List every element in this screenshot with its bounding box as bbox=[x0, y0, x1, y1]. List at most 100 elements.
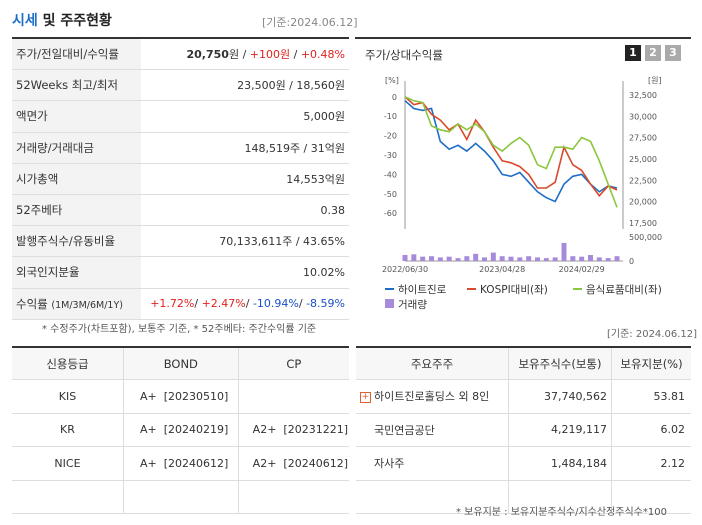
series-line bbox=[404, 100, 618, 203]
volume-bar bbox=[579, 256, 585, 261]
table-row bbox=[356, 480, 691, 514]
table-row: 국민연금공단 4,219,117 6.02 bbox=[356, 413, 691, 447]
row-label: 외국인지분율 bbox=[12, 256, 141, 289]
left-tick-label: -10 bbox=[384, 112, 397, 121]
col-header: BOND bbox=[122, 347, 239, 380]
col-header: CP bbox=[237, 347, 349, 380]
legend-label: KOSPI대비(좌) bbox=[480, 284, 548, 296]
table-row: 52Weeks 최고/최저 23,500원 / 18,560원 bbox=[12, 69, 349, 102]
row-value: 10.02% bbox=[141, 256, 349, 289]
volume-bar bbox=[543, 258, 549, 261]
left-tick-label: -20 bbox=[384, 132, 397, 141]
volume-bar bbox=[517, 257, 523, 261]
row-label: 52Weeks 최고/최저 bbox=[12, 69, 141, 102]
col-header: 보유지분(%) bbox=[611, 347, 691, 380]
x-tick-label: 2024/02/29 bbox=[559, 265, 605, 274]
pct-cell: 2.12 bbox=[611, 446, 691, 481]
agency-cell: NICE bbox=[12, 446, 124, 481]
shareholder-name: 국민연금공단 bbox=[356, 413, 509, 447]
chart-tab-2[interactable]: 2 bbox=[645, 45, 661, 61]
agency-cell bbox=[12, 480, 124, 514]
col-header: 보유주식수(보통) bbox=[508, 347, 612, 380]
quote-date: [기준:2024.06.12] bbox=[262, 16, 358, 29]
volume-bar bbox=[552, 257, 558, 261]
row-label: 주가/전일대비/수익률 bbox=[12, 38, 141, 71]
table-row: + 하이트진로홀딩스 외 8인 37,740,562 53.81 bbox=[356, 379, 691, 414]
legend-label: 거래량 bbox=[398, 299, 427, 311]
volume-bar bbox=[429, 256, 434, 261]
table-row: 주가/전일대비/수익률 20,750원 / +100원 / +0.48% bbox=[12, 38, 349, 71]
left-tick-label: 0 bbox=[392, 93, 397, 102]
volume-bar bbox=[411, 254, 417, 261]
shares-cell: 1,484,184 bbox=[508, 446, 612, 481]
volume-bar bbox=[605, 258, 611, 261]
shares-cell: 37,740,562 bbox=[508, 379, 612, 414]
row-value: 14,553억원 bbox=[141, 163, 349, 195]
cp-cell bbox=[237, 379, 349, 414]
pct-cell: 6.02 bbox=[611, 413, 691, 447]
volume-bar bbox=[446, 256, 452, 261]
right-tick-label: 32,500 bbox=[629, 91, 657, 100]
table-row: 발행주식수/유동비율 70,133,611주 / 43.65% bbox=[12, 225, 349, 258]
col-header: 신용등급 bbox=[12, 347, 124, 380]
chart-tab-3[interactable]: 3 bbox=[665, 45, 681, 61]
quote-table: 주가/전일대비/수익률 20,750원 / +100원 / +0.48% 52W… bbox=[12, 37, 349, 320]
left-unit-label: [%] bbox=[385, 76, 399, 85]
volume-bar bbox=[508, 256, 514, 261]
row-label: 시가총액 bbox=[12, 163, 141, 195]
volume-bar bbox=[482, 257, 487, 261]
row-value: 148,519주 / 31억원 bbox=[141, 132, 349, 164]
returns-value: +1.72%/ +2.47%/ -10.94%/ -8.59% bbox=[141, 288, 349, 320]
volume-bar bbox=[437, 257, 443, 261]
series-line bbox=[404, 96, 618, 208]
row-value: 70,133,611주 / 43.65% bbox=[141, 225, 349, 258]
table-row: 수익률 (1M/3M/6M/1Y) +1.72%/ +2.47%/ -10.94… bbox=[12, 288, 349, 320]
volume-bar bbox=[614, 256, 620, 261]
plus-icon[interactable]: + bbox=[360, 391, 371, 403]
table-row: 액면가 5,000원 bbox=[12, 100, 349, 133]
volume-bar bbox=[596, 257, 602, 261]
volume-bar bbox=[402, 255, 408, 261]
volume-bar bbox=[455, 258, 461, 261]
left-tick-label: -50 bbox=[384, 190, 397, 199]
table-row: KR A+ [20240219] A2+ [20231221] bbox=[12, 413, 349, 447]
table-header-row: 주요주주 보유주식수(보통) 보유지분(%) bbox=[356, 347, 691, 380]
right-tick-label: 30,000 bbox=[629, 112, 657, 121]
right-tick-label: 17,500 bbox=[629, 219, 657, 228]
relative-return-chart: [%] [원] 0 -10 -20 -30 -40 -50 -60 32,500 30,000 27,… bbox=[382, 76, 662, 311]
cp-cell: A2+ [20231221] bbox=[237, 413, 349, 447]
pct-cell: 53.81 bbox=[611, 379, 691, 414]
legend-swatch bbox=[385, 299, 394, 308]
volume-bar bbox=[464, 256, 470, 261]
shareholder-note: * 보유지분 : 보유지분주식수/지수산정주식수*100 bbox=[456, 507, 667, 518]
table-header-row: 신용등급 BOND CP bbox=[12, 347, 349, 380]
row-label: 수익률 (1M/3M/6M/1Y) bbox=[12, 288, 141, 320]
row-label: 발행주식수/유동비율 bbox=[12, 225, 141, 258]
volume-bar bbox=[570, 256, 576, 261]
bond-cell: A+ [20240612] bbox=[122, 446, 239, 481]
shareholder-name[interactable]: + 하이트진로홀딩스 외 8인 bbox=[356, 379, 509, 414]
row-label: 52주베타 bbox=[12, 194, 141, 227]
chart-title: 주가/상대수익률 bbox=[365, 48, 443, 62]
right-tick-label: 27,500 bbox=[629, 134, 657, 143]
volume-tick-label: 0 bbox=[629, 257, 634, 266]
shareholder-name: 자사주 bbox=[356, 446, 509, 481]
row-value: 0.38 bbox=[141, 194, 349, 227]
table-row: 자사주 1,484,184 2.12 bbox=[356, 446, 691, 481]
volume-bar bbox=[499, 256, 505, 261]
volume-bar bbox=[490, 252, 496, 261]
right-tick-label: 20,000 bbox=[629, 198, 657, 207]
chart-tab-1[interactable]: 1 bbox=[625, 45, 641, 61]
bond-cell: A+ [20240219] bbox=[122, 413, 239, 447]
col-header: 주요주주 bbox=[356, 347, 509, 380]
series-line bbox=[404, 96, 618, 197]
right-tick-label: 22,500 bbox=[629, 176, 657, 185]
table-row: 외국인지분율 10.02% bbox=[12, 256, 349, 289]
page-title: 시세 및 주주현황 bbox=[12, 13, 112, 29]
quote-note: * 수정주가(차트포함), 보통주 기준, * 52주베타: 주간수익률 기준 bbox=[42, 324, 317, 335]
legend-label: 음식료품대비(좌) bbox=[586, 284, 662, 296]
volume-bar bbox=[588, 255, 593, 261]
right-unit-label: [원] bbox=[648, 76, 662, 85]
bond-cell: A+ [20230510] bbox=[122, 379, 239, 414]
